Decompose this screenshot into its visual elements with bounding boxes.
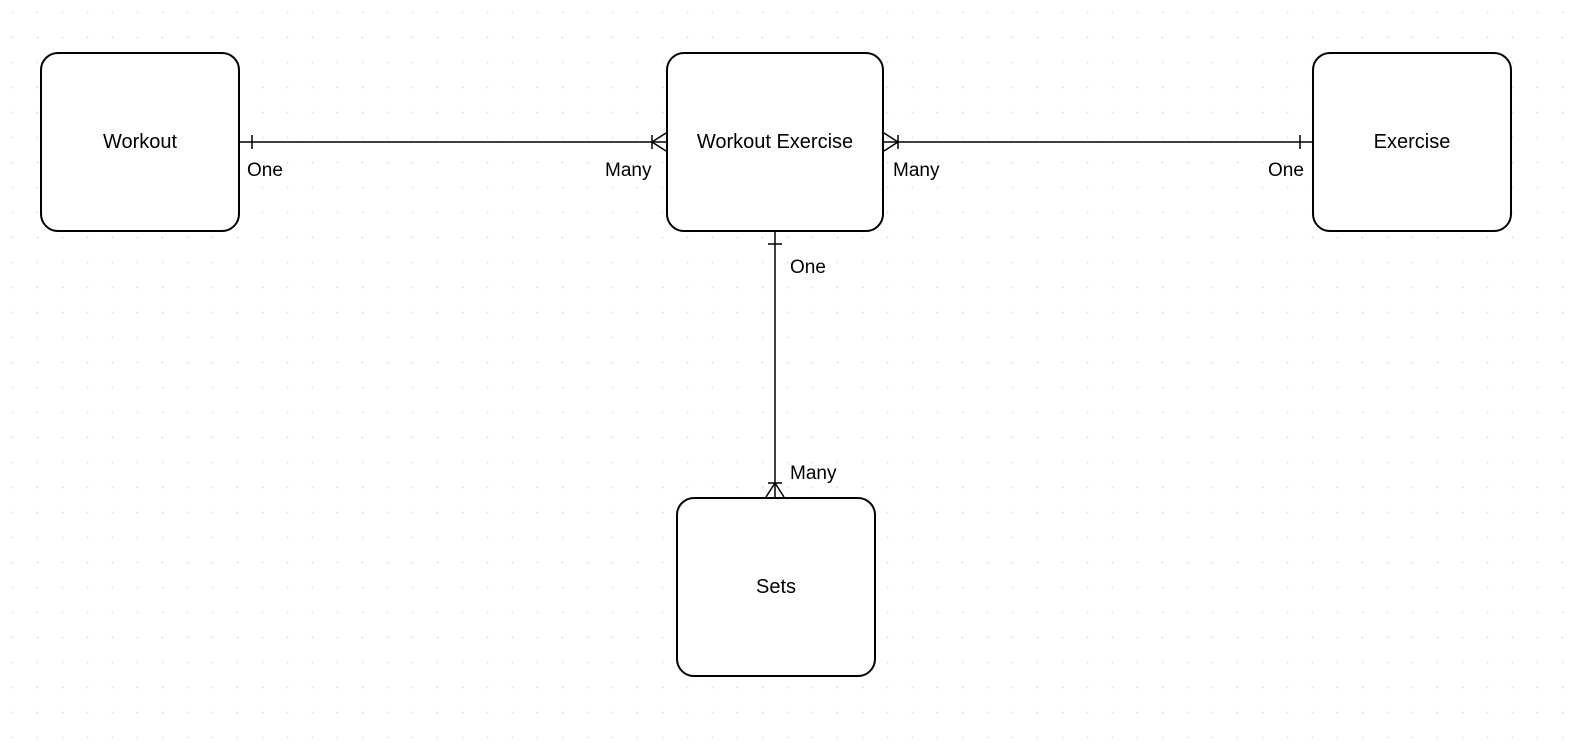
entity-label: Workout <box>103 131 177 154</box>
edge-label-many: Many <box>605 160 651 182</box>
entity-sets[interactable]: Sets <box>676 497 876 677</box>
edge-label-many: Many <box>790 463 836 485</box>
entity-workout[interactable]: Workout <box>40 52 240 232</box>
edge-label-one: One <box>247 160 283 182</box>
entity-exercise[interactable]: Exercise <box>1312 52 1512 232</box>
entity-label: Sets <box>756 576 796 599</box>
entity-workout-exercise[interactable]: Workout Exercise <box>666 52 884 232</box>
entity-label: Exercise <box>1374 131 1451 154</box>
diagram-canvas: Workout Workout Exercise Exercise Sets O… <box>0 0 1580 746</box>
edge-label-one: One <box>790 257 826 279</box>
edge-label-many: Many <box>893 160 939 182</box>
entity-label: Workout Exercise <box>697 131 853 154</box>
edge-label-one: One <box>1268 160 1304 182</box>
